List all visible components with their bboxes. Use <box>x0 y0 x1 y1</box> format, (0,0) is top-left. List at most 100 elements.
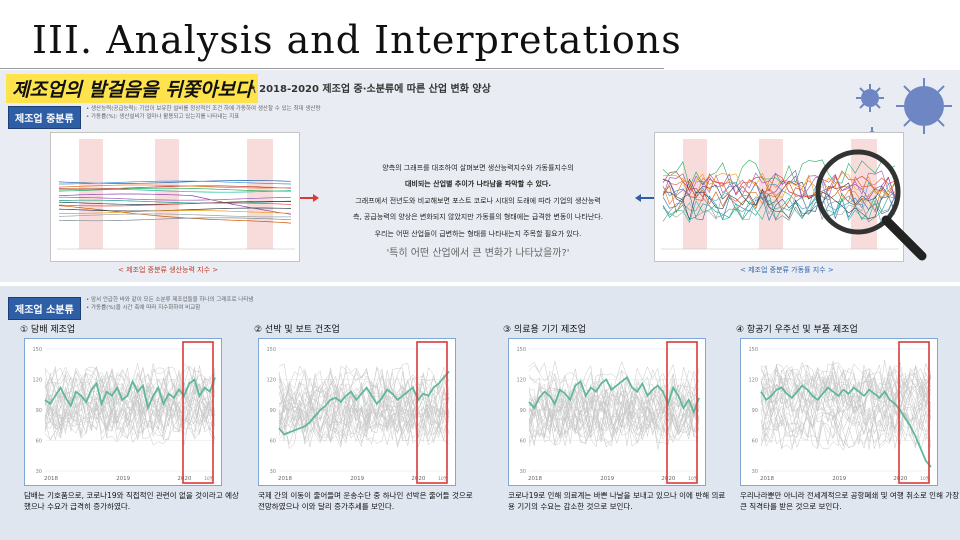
series-line <box>58 199 292 204</box>
section-tag-mid: 제조업 중분류 <box>8 106 81 129</box>
background-series <box>44 383 216 424</box>
background-series <box>528 385 700 425</box>
highlight-box <box>182 341 214 484</box>
highlight-box <box>416 341 448 484</box>
series-line <box>662 173 896 201</box>
section-note-small-1: • 앞서 언급한 바와 같이 모든 소분류 제조업들을 하나의 그래프로 나타냄 <box>86 297 254 303</box>
y-tick-label: 60 <box>270 439 276 445</box>
background-series <box>278 407 450 445</box>
analysis-line-3: 그래프에서 전년도와 비교해보면 포스트 코로나 시대의 도래에 따라 기업의 … <box>355 196 601 205</box>
x-tick-label: 2019 <box>116 476 130 482</box>
case-desc-4: 우리나라뿐만 아니라 전세계적으로 공항폐쇄 및 여행 취소로 인해 가장 큰 … <box>740 491 960 511</box>
series-line <box>662 172 896 199</box>
case-chart-3: 150 120 90 60 30 2018 2019 2020 10월 <box>508 338 706 486</box>
background-series <box>528 395 700 433</box>
x-tick-label: 2018 <box>760 476 774 482</box>
series-line <box>58 185 292 190</box>
background-series <box>528 398 700 439</box>
y-tick-label: 60 <box>520 439 526 445</box>
highlight-series <box>44 377 216 411</box>
x-end-label: 10월 <box>438 475 448 482</box>
background-series <box>44 365 216 407</box>
background-series <box>278 408 450 450</box>
case-chart-1: 150 120 90 60 30 2018 2019 2020 10월 <box>24 338 222 486</box>
section-note-small-2: • 가동률(%)을 시간 축에 따라 지수화하여 비교함 <box>86 305 201 311</box>
series-line <box>58 184 292 189</box>
series-line <box>58 187 291 192</box>
background-series <box>528 409 700 448</box>
period-band <box>155 139 179 249</box>
y-tick-label: 30 <box>270 469 276 475</box>
y-tick-label: 150 <box>516 347 526 353</box>
series-line <box>662 191 896 220</box>
y-tick-label: 30 <box>752 469 758 475</box>
background-series <box>278 391 450 432</box>
analysis-line-5: 우리는 어떤 산업들이 급변하는 형태를 나타내는지 주목할 필요가 있다. <box>374 229 582 238</box>
x-tick-label: 2019 <box>600 476 614 482</box>
background-series <box>760 374 932 413</box>
background-series <box>278 396 450 437</box>
highlight-series <box>528 376 700 415</box>
arrow-left-icon <box>635 194 654 202</box>
background-series <box>528 368 700 409</box>
banner-title: 제조업의 발걸음을 뒤쫓아보다 <box>6 74 259 103</box>
series-line <box>662 178 896 207</box>
series-line <box>58 202 292 207</box>
y-tick-label: 90 <box>520 408 526 414</box>
utilization-chart-caption: < 제조업 중분류 가동률 지수 > <box>740 266 834 274</box>
highlight-series <box>760 384 932 468</box>
section-tag-small: 제조업 소분류 <box>8 297 81 320</box>
case-desc-2: 국제 간의 이동이 줄어들며 운송수단 중 하나인 선박은 줄어들 것으로 전망… <box>258 491 473 511</box>
y-tick-label: 120 <box>266 378 276 384</box>
case-chart-4: 150 120 90 60 30 2018 2019 2020 10월 <box>740 338 938 486</box>
x-tick-label: 2020 <box>661 476 675 482</box>
background-series <box>760 395 932 437</box>
background-series <box>44 405 216 446</box>
y-tick-label: 150 <box>266 347 276 353</box>
period-band <box>247 139 273 249</box>
background-series <box>528 405 700 447</box>
y-tick-label: 120 <box>32 378 42 384</box>
background-series <box>528 360 700 400</box>
background-series <box>760 407 932 449</box>
slide-title: III. Analysis and Interpretations <box>32 18 682 62</box>
series-line <box>662 191 896 221</box>
title-divider <box>0 68 664 69</box>
background-series <box>528 402 700 444</box>
highlight-series <box>278 370 450 436</box>
section-note-mid-2: • 가동률(%): 생산설비가 얼마나 활용되고 있는지를 나타내는 지표 <box>86 114 240 120</box>
y-tick-label: 30 <box>520 469 526 475</box>
x-end-label: 10월 <box>920 475 930 482</box>
banner-subtitle: \ 2018-2020 제조업 중·소분류에 따른 산업 변화 양상 <box>252 84 491 95</box>
case-desc-3: 코로나19로 인해 의료계는 바쁜 나날을 보내고 있으나 이에 반해 의료용 … <box>508 491 726 511</box>
background-series <box>278 406 450 448</box>
background-series <box>44 400 216 441</box>
case-desc-1: 담배는 기호품으로, 코로나19와 직접적인 관련이 없을 것이라고 예상했으나… <box>24 491 239 511</box>
x-tick-label: 2019 <box>832 476 846 482</box>
analysis-line-2: 대비되는 산업별 추이가 나타남을 파악할 수 있다. <box>404 180 552 189</box>
background-series <box>44 378 216 418</box>
analysis-line-1: 양측의 그래프를 대조하여 살펴보면 생산능력지수와 가동률지수의 <box>382 164 574 172</box>
background-series <box>760 377 932 415</box>
y-tick-label: 90 <box>752 408 758 414</box>
background-series <box>44 376 216 416</box>
series-line <box>662 181 896 211</box>
y-tick-label: 120 <box>748 378 758 384</box>
arrow-right-icon <box>300 194 319 202</box>
background-series <box>528 409 700 447</box>
background-series <box>528 383 700 423</box>
case-title-1: ① 담배 제조업 <box>20 325 76 335</box>
y-tick-label: 150 <box>748 347 758 353</box>
background-series <box>760 390 932 431</box>
x-tick-label: 2020 <box>177 476 191 482</box>
background-series <box>44 393 216 432</box>
x-tick-label: 2019 <box>350 476 364 482</box>
x-end-label: 10월 <box>688 475 698 482</box>
case-title-3: ③ 의료용 기기 제조업 <box>503 325 586 335</box>
background-series <box>278 388 450 429</box>
background-series <box>760 361 932 403</box>
x-tick-label: 2018 <box>44 476 58 482</box>
series-line <box>59 196 292 201</box>
